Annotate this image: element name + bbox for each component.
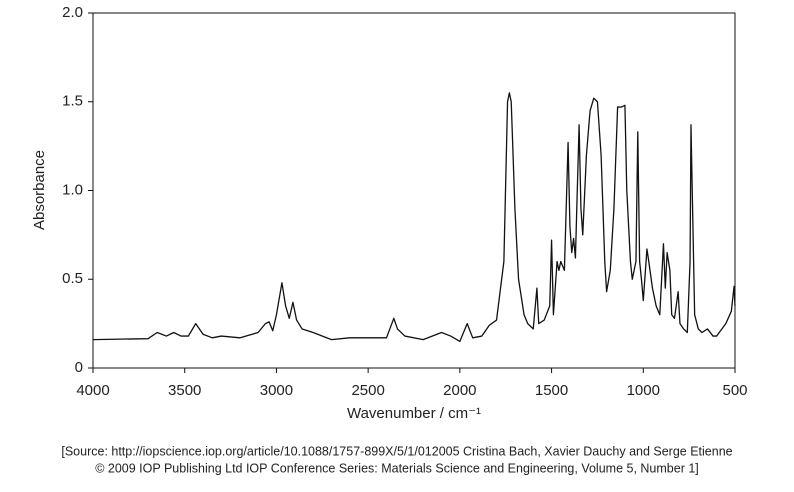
x-tick-label: 3000 — [260, 382, 293, 399]
y-tick-label: 0.5 — [62, 270, 83, 287]
x-axis-label: Wavenumber / cm⁻¹ — [347, 405, 481, 422]
y-tick-label: 2.0 — [62, 4, 83, 21]
x-tick-label: 3500 — [168, 382, 201, 399]
source-caption: © 2009 IOP Publishing Ltd IOP Conference… — [95, 461, 699, 475]
x-tick-label: 1500 — [535, 382, 568, 399]
source-caption: [Source: http://iopscience.iop.org/artic… — [61, 444, 732, 458]
x-tick-label: 4000 — [76, 382, 109, 399]
y-tick-label: 1.0 — [62, 181, 83, 198]
x-tick-label: 500 — [722, 382, 747, 399]
spectrum-line — [92, 92, 736, 343]
y-tick-label: 1.5 — [62, 93, 83, 110]
x-tick-label: 1000 — [627, 382, 660, 399]
y-axis-label: Absorbance — [31, 150, 48, 230]
x-tick-label: 2000 — [443, 382, 476, 399]
x-tick-label: 2500 — [351, 382, 384, 399]
y-tick-label: 0 — [75, 359, 83, 376]
